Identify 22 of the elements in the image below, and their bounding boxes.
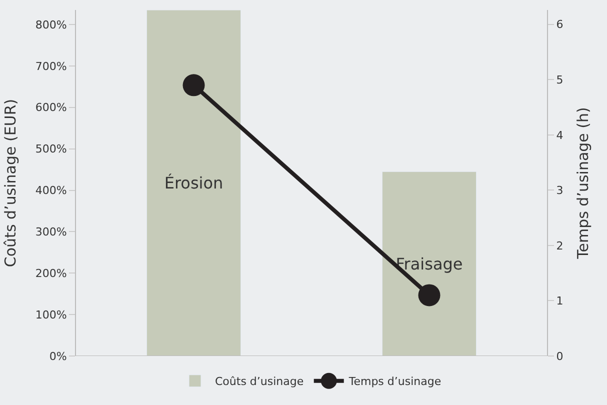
y2-tick-label: 1 [556,294,564,308]
y-tick-label: 300% [35,226,67,239]
y2-tick-label: 4 [556,128,564,142]
y-tick-label: 100% [35,308,67,322]
y-tick-label: 600% [35,101,67,114]
y2-tick-label: 5 [556,73,564,86]
x-tick-label: Fraisage [396,254,463,274]
y2-tick-label: 3 [556,184,564,198]
y-tick-label: 200% [35,266,67,280]
y-tick-label: 700% [35,60,67,73]
y2-tick-label: 6 [556,18,564,32]
y-tick-label: 800% [35,18,67,32]
legend-label: Coûts d’usinage [215,375,304,388]
x-tick-label: Érosion [164,174,224,192]
y2-tick-label: 0 [556,350,564,363]
y-tick-label: 400% [35,184,67,198]
y2-tick-label: 2 [556,239,564,252]
y-tick-label: 0% [49,350,67,363]
y-tick-label: 500% [35,142,67,156]
legend-label: Temps d’usinage [348,375,442,388]
y-axis-title: Coûts d’usinage (EUR) [2,98,20,268]
y2-axis-title: Temps d’usinage (h) [574,107,592,260]
